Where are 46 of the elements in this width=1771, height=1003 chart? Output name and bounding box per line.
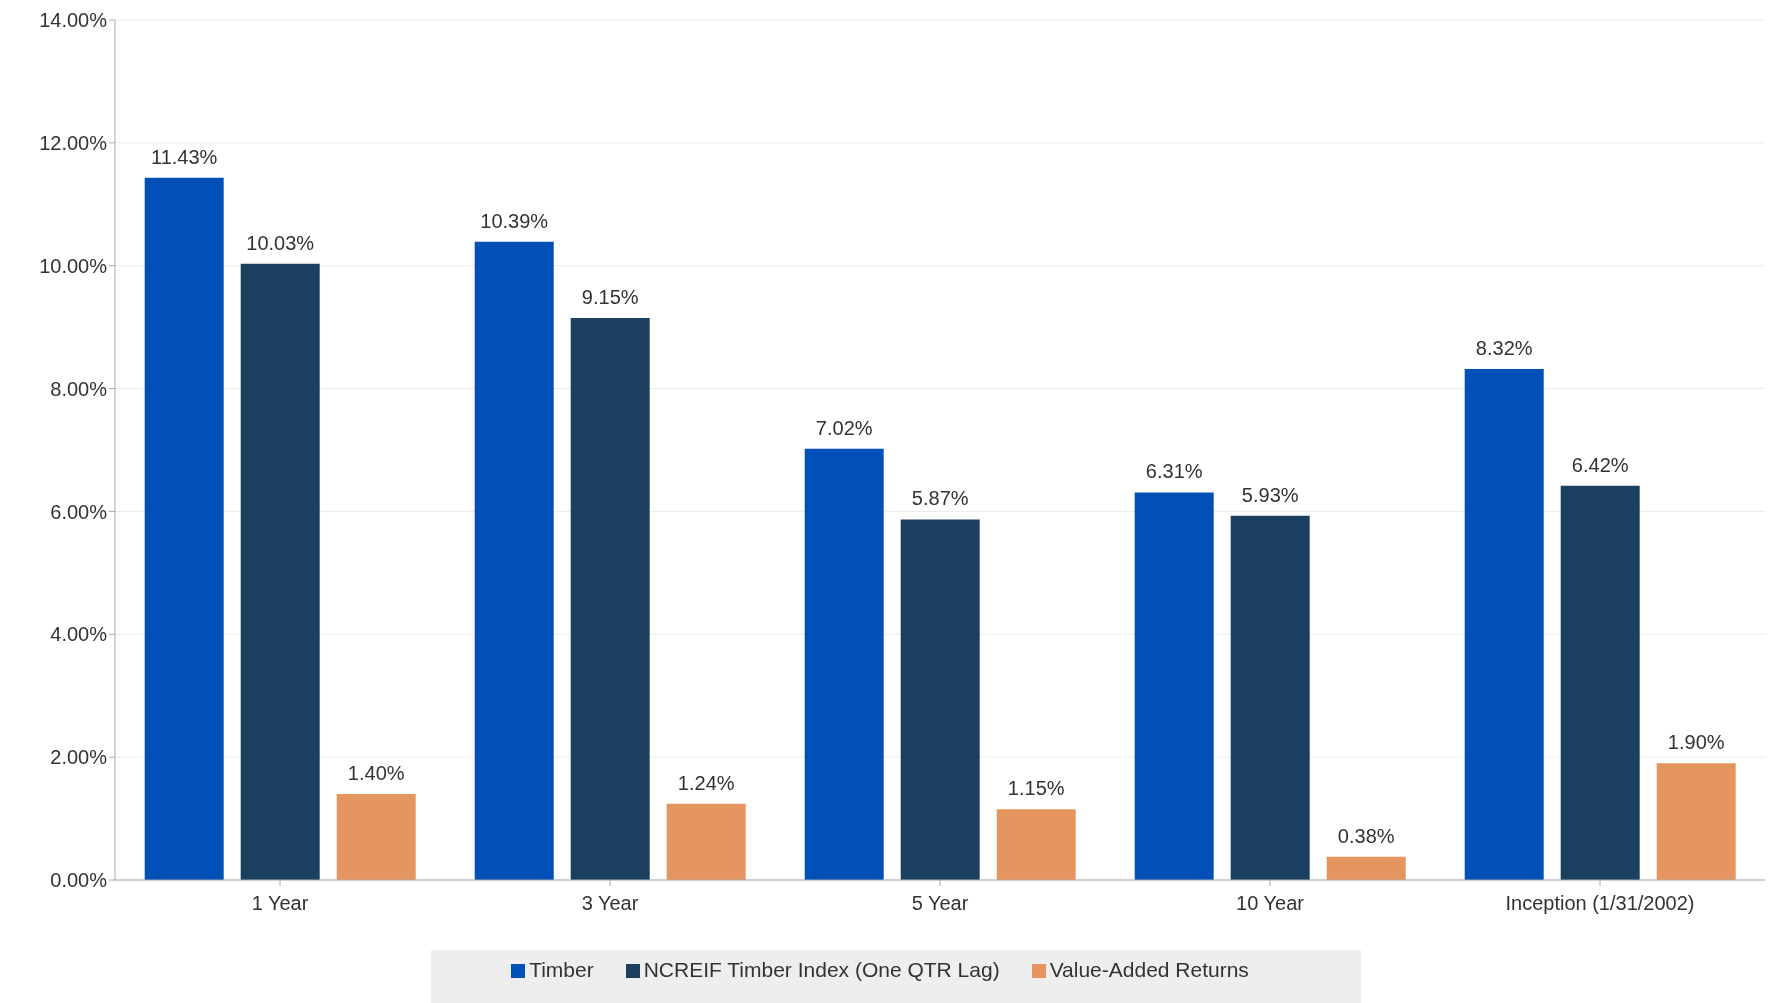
x-tick-label: 5 Year	[911, 892, 969, 915]
y-tick-label: 14.00%	[39, 9, 108, 32]
bar	[1656, 763, 1736, 880]
bar	[1134, 492, 1214, 880]
data-label: 1.24%	[677, 771, 735, 794]
x-tick-label: Inception (1/31/2002)	[1505, 892, 1695, 915]
data-label: 1.15%	[1007, 777, 1065, 800]
y-tick-label: 10.00%	[39, 254, 108, 277]
bar	[1326, 856, 1406, 880]
bar	[474, 241, 554, 880]
data-label: 5.93%	[1241, 483, 1299, 506]
legend-label: NCREIF Timber Index (One QTR Lag)	[643, 958, 1000, 981]
bar	[996, 809, 1076, 880]
x-tick-label: 1 Year	[251, 892, 309, 915]
bar	[900, 519, 980, 880]
bar	[336, 794, 416, 880]
y-tick-label: 8.00%	[50, 377, 108, 400]
data-label: 0.38%	[1337, 824, 1395, 847]
data-label: 7.02%	[815, 416, 873, 439]
bar	[570, 317, 650, 880]
bar	[1464, 368, 1544, 880]
x-tick-label: 3 Year	[581, 892, 639, 915]
data-label: 1.40%	[347, 762, 405, 784]
bar	[144, 177, 224, 880]
legend-label: Value-Added Returns	[1049, 958, 1249, 981]
y-tick-label: 6.00%	[50, 500, 108, 523]
data-label: 11.43%	[151, 145, 218, 168]
data-label: 8.32%	[1475, 336, 1533, 359]
bar	[240, 263, 320, 880]
bar	[666, 803, 746, 880]
bar	[1560, 485, 1640, 880]
y-tick-label: 12.00%	[39, 131, 108, 154]
y-tick-label: 0.00%	[50, 869, 108, 892]
data-label: 6.31%	[1145, 460, 1203, 483]
data-label: 9.15%	[581, 285, 639, 308]
data-label: 6.42%	[1571, 453, 1629, 476]
y-tick-label: 2.00%	[50, 746, 108, 769]
legend-label: Timber	[529, 958, 594, 981]
data-label: 10.39%	[480, 209, 549, 232]
bar	[1230, 515, 1310, 880]
x-tick-label: 10 Year	[1236, 892, 1305, 915]
data-label: 1.90%	[1667, 731, 1725, 754]
y-tick-label: 4.00%	[50, 623, 108, 646]
bar	[804, 448, 884, 880]
data-label: 10.03%	[246, 231, 315, 254]
data-label: 5.87%	[911, 487, 969, 510]
